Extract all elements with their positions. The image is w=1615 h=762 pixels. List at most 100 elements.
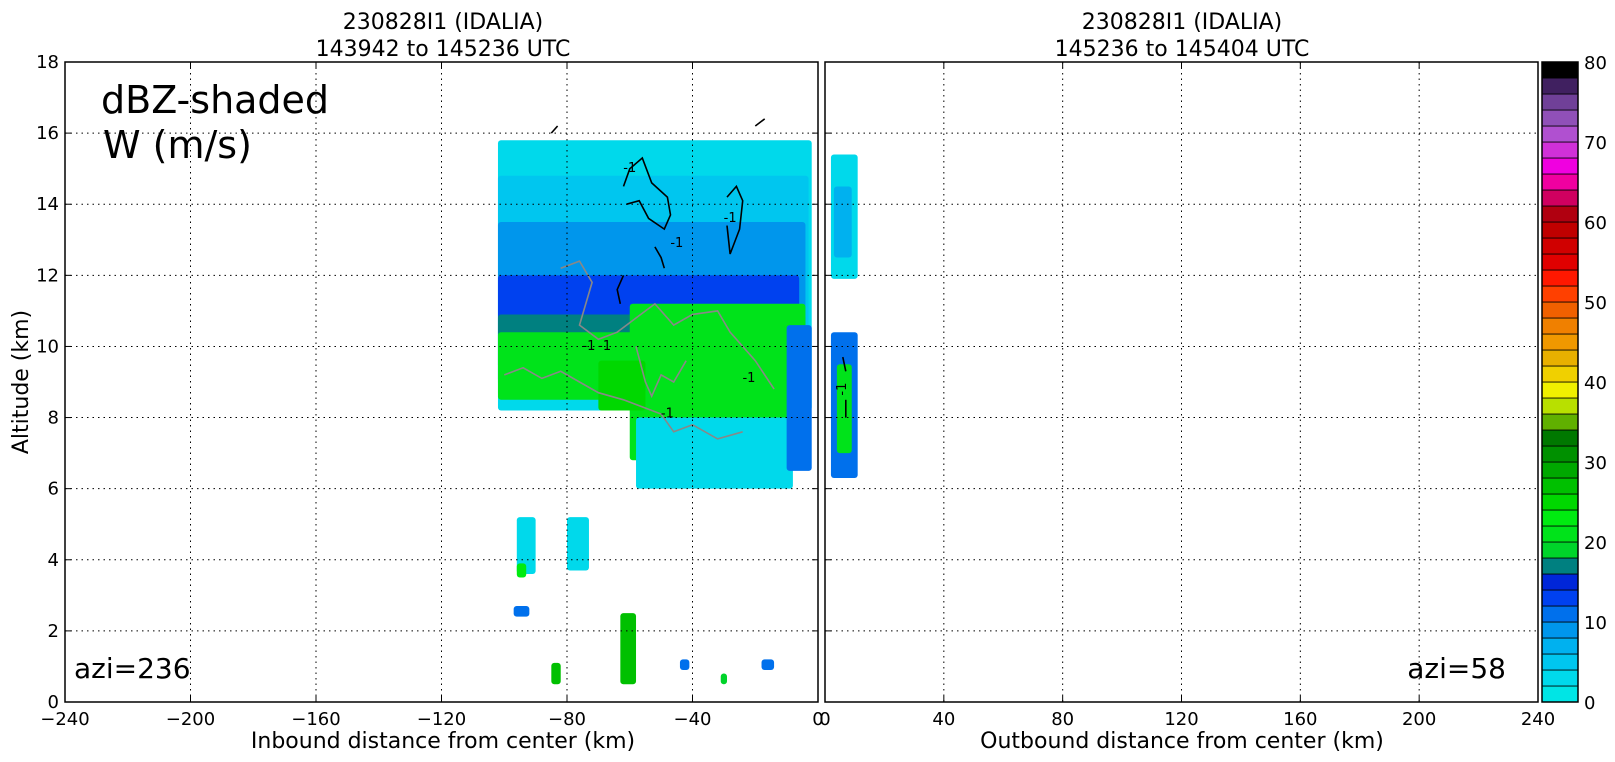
left-w-contour-2 — [616, 274, 625, 304]
left-x-axis: −240 −200 −160 −120 −80 −40 0 — [40, 62, 824, 730]
colorbar-swatch-7 — [1541, 573, 1579, 591]
colorbar-swatch-9 — [1541, 541, 1579, 559]
colorbar-swatch-30 — [1541, 205, 1579, 223]
colorbar-swatch-4 — [1541, 621, 1579, 639]
left-w-contour-0 — [622, 156, 672, 231]
colorbar-tick-label: 80 — [1584, 53, 1607, 74]
right-x-axis-label: Outbound distance from center (km) — [980, 729, 1384, 754]
annotation-w-units: W (m/s) — [103, 123, 252, 167]
colorbar-swatch-15 — [1541, 445, 1579, 463]
colorbar-swatch-29 — [1541, 221, 1579, 239]
left-reflectivity-field — [497, 140, 812, 685]
colorbar-swatch-26 — [1541, 269, 1579, 287]
colorbar-swatch-23 — [1541, 317, 1579, 335]
right-contour-label: -1 — [835, 383, 850, 396]
colorbar-swatch-28 — [1541, 237, 1579, 255]
left-y-tick-label: 16 — [36, 123, 59, 144]
left-reflectivity-cell-8 — [636, 417, 793, 489]
colorbar-swatch-19 — [1541, 381, 1579, 399]
left-reflectivity-cell-14 — [620, 613, 637, 685]
colorbar-swatch-0 — [1541, 685, 1579, 703]
right-x-tick-label: 120 — [1164, 709, 1198, 730]
left-w-contour-5 — [754, 118, 766, 127]
colorbar-swatch-3 — [1541, 637, 1579, 655]
left-reflectivity-cell-18 — [720, 673, 728, 685]
right-panel: 230828I1 (IDALIA) 145236 to 145404 UTC -… — [819, 10, 1555, 754]
colorbar-swatch-39 — [1541, 61, 1579, 79]
left-reflectivity-cell-12 — [516, 563, 527, 578]
colorbar-ticks: 0 10 20 30 40 50 60 70 80 — [1584, 53, 1607, 714]
left-title-line2: 143942 to 145236 UTC — [316, 37, 571, 62]
left-w-contour-4 — [550, 125, 559, 134]
colorbar-swatch-6 — [1541, 589, 1579, 607]
left-y-tick-label: 18 — [36, 52, 59, 73]
left-y-axis-label: Altitude (km) — [9, 310, 34, 454]
left-w-contour-1 — [726, 184, 744, 255]
left-contour-label: -1 — [661, 407, 674, 422]
left-panel: 230828I1 (IDALIA) 143942 to 145236 UTC -… — [9, 10, 824, 754]
right-x-tick-label: 160 — [1283, 709, 1317, 730]
left-y-tick-label: 14 — [36, 194, 59, 215]
left-y-tick-label: 6 — [48, 479, 59, 500]
colorbar-tick-label: 50 — [1584, 293, 1607, 314]
colorbar-tick-label: 40 — [1584, 373, 1607, 394]
left-reflectivity-cell-13 — [513, 606, 530, 617]
colorbar-swatch-18 — [1541, 397, 1579, 415]
colorbar-tick-label: 0 — [1584, 693, 1595, 714]
left-gray-contour-1 — [504, 366, 743, 440]
right-w-contours: -1 — [835, 356, 850, 418]
colorbar-tick-label: 70 — [1584, 133, 1607, 154]
left-y-tick-label: 10 — [36, 336, 59, 357]
left-reflectivity-cell-11 — [567, 517, 589, 571]
left-contour-label: -1 — [670, 236, 683, 251]
right-reflectivity-field — [830, 154, 858, 478]
colorbar-swatch-21 — [1541, 349, 1579, 367]
right-grid — [825, 62, 1538, 702]
colorbar-swatch-13 — [1541, 477, 1579, 495]
left-contour-label: -1 — [724, 211, 737, 226]
left-grid — [65, 62, 818, 702]
colorbar-swatch-8 — [1541, 557, 1579, 575]
colorbar-swatch-22 — [1541, 333, 1579, 351]
left-reflectivity-cell-17 — [761, 659, 775, 670]
left-y-tick-label: 0 — [48, 692, 59, 713]
colorbar-swatch-2 — [1541, 653, 1579, 671]
left-y-tick-label: 4 — [48, 550, 59, 571]
right-azimuth-label: azi=58 — [1407, 652, 1506, 685]
left-x-tick-label: −120 — [417, 709, 466, 730]
right-reflectivity-cell-1 — [833, 186, 852, 258]
right-title-line2: 145236 to 145404 UTC — [1055, 37, 1310, 62]
right-x-axis: 0 40 80 120 160 200 240 — [819, 61, 1555, 730]
colorbar-swatch-14 — [1541, 461, 1579, 479]
left-contour-label: -1 — [623, 161, 636, 176]
colorbar-swatch-17 — [1541, 413, 1579, 431]
right-w-contour-0 — [842, 356, 847, 372]
left-y-axis: 0 2 4 6 8 10 12 14 16 18 — [36, 52, 818, 713]
colorbar-swatch-35 — [1541, 125, 1579, 143]
colorbar: 0 10 20 30 40 50 60 70 80 — [1541, 53, 1607, 714]
colorbar-swatch-32 — [1541, 173, 1579, 191]
colorbar-swatch-12 — [1541, 493, 1579, 511]
colorbar-swatch-25 — [1541, 285, 1579, 303]
left-y-tick-label: 12 — [36, 265, 59, 286]
colorbar-swatch-1 — [1541, 669, 1579, 687]
colorbar-frame — [1541, 61, 1579, 703]
colorbar-swatch-31 — [1541, 189, 1579, 207]
right-x-tick-label: 240 — [1521, 709, 1555, 730]
colorbar-tick-label: 10 — [1584, 613, 1607, 634]
right-x-tick-label: 40 — [932, 709, 955, 730]
colorbar-tick-label: 20 — [1584, 533, 1607, 554]
left-azimuth-label: azi=236 — [74, 652, 191, 685]
left-reflectivity-cell-15 — [551, 662, 561, 685]
left-y-tick-label: 8 — [48, 408, 59, 429]
colorbar-swatch-36 — [1541, 109, 1579, 127]
left-reflectivity-cell-16 — [679, 659, 690, 670]
annotation-dbz-shaded: dBZ-shaded — [101, 78, 329, 122]
colorbar-swatch-24 — [1541, 301, 1579, 319]
right-x-tick-label: 0 — [819, 709, 830, 730]
left-w-contours: -1-1-1-1-1-1 -1 — [504, 118, 775, 440]
left-reflectivity-cell-7 — [598, 360, 646, 411]
colorbar-swatch-5 — [1541, 605, 1579, 623]
left-x-axis-label: Inbound distance from center (km) — [251, 729, 635, 754]
